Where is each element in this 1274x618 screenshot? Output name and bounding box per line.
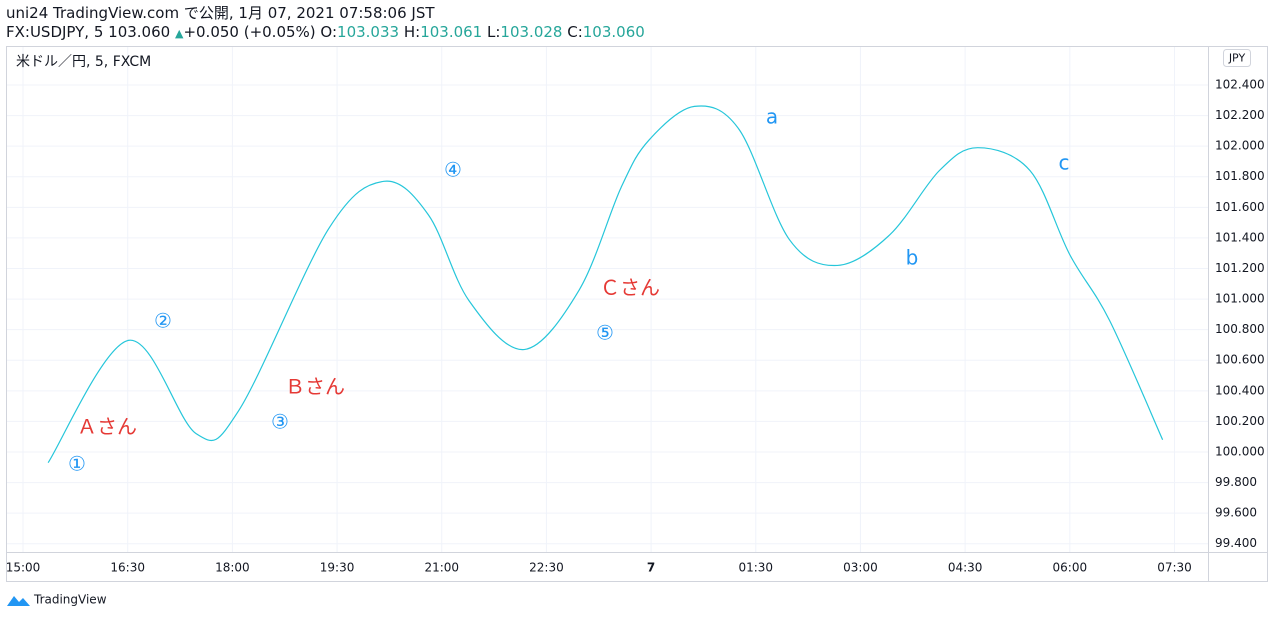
ohlc-line: FX:USDJPY, 5 103.060 ▲+0.050 (+0.05%) O:… [6,23,645,43]
y-tick-label: 101.200 [1215,261,1265,275]
header: uni24 TradingView.com で公開, 1月 07, 2021 0… [6,4,645,43]
y-tick-label: 102.000 [1215,139,1265,153]
x-tick-label: 16:30 [110,561,145,575]
y-tick-label: 101.600 [1215,200,1265,214]
y-tick-label: 99.800 [1215,475,1257,489]
chart-frame [6,46,1268,582]
currency-badge [1223,49,1251,67]
y-tick-label: 100.200 [1215,414,1265,428]
symbol: FX:USDJPY, 5 103.060 [6,23,171,41]
l-value: 103.028 [500,23,563,41]
annotation: ④ [444,158,462,182]
annotation: ③ [271,410,289,434]
y-tick-label: 101.400 [1215,230,1265,244]
y-tick-label: 100.800 [1215,322,1265,336]
l-label: L: [487,23,501,41]
price-line [47,105,1164,464]
y-tick-label: 99.400 [1215,536,1257,550]
annotation: a [766,105,778,129]
x-tick-label: 7 [647,561,655,575]
annotation: ② [154,309,172,333]
o-value: 103.033 [337,23,400,41]
change: +0.050 (+0.05%) [183,23,316,41]
x-tick-label: 21:00 [424,561,459,575]
annotation: c [1059,151,1070,175]
annotation: b [906,246,919,270]
x-tick-label: 18:00 [215,561,250,575]
currency: JPY [1228,52,1246,65]
h-label: H: [403,23,421,41]
y-tick-label: 100.000 [1215,444,1265,458]
x-tick-label: 01:30 [738,561,773,575]
o-label: O: [320,23,338,41]
x-tick-label: 07:30 [1157,561,1192,575]
annotation: ⑤ [596,321,614,345]
x-tick-label: 15:00 [6,561,41,575]
y-tick-label: 99.600 [1215,506,1257,520]
c-value: 103.060 [582,23,645,41]
x-tick-label: 03:00 [843,561,878,575]
y-tick-label: 101.800 [1215,169,1265,183]
annotation: Ｃさん [600,276,660,300]
y-tick-label: 100.400 [1215,383,1265,397]
annotation: Ａさん [77,415,137,439]
publish-line: uni24 TradingView.com で公開, 1月 07, 2021 0… [6,4,435,22]
brand: TradingView [33,593,107,607]
y-tick-label: 101.000 [1215,292,1265,306]
y-tick-label: 100.600 [1215,353,1265,367]
h-value: 103.061 [420,23,483,41]
annotation: Ｂさん [285,375,345,399]
tv-logo [7,596,30,606]
c-label: C: [567,23,583,41]
up-arrow: ▲ [174,27,184,40]
x-tick-label: 22:30 [529,561,564,575]
x-tick-label: 04:30 [948,561,983,575]
y-tick-label: 102.200 [1215,108,1265,122]
x-tick-label: 06:00 [1053,561,1088,575]
annotation: ① [68,452,86,476]
x-tick-label: 19:30 [320,561,355,575]
legend: 米ドル／円, 5, FXCM [16,54,151,70]
y-tick-label: 102.400 [1215,77,1265,91]
